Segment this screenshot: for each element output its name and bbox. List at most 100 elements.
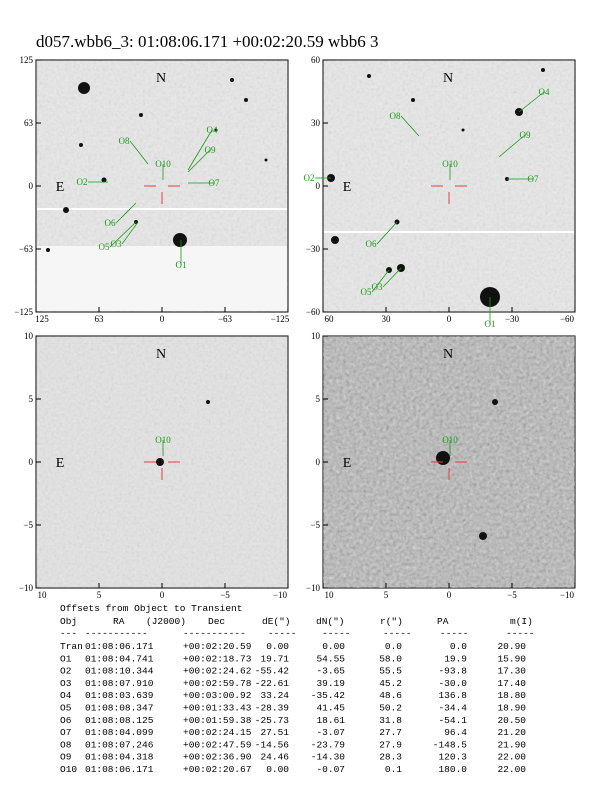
table-cell: 19.71 xyxy=(260,653,289,664)
y-tick-label: −10 xyxy=(306,583,321,593)
y-tick-label: 60 xyxy=(311,55,321,65)
y-tick-label: 30 xyxy=(311,118,321,128)
x-tick-label: 10 xyxy=(325,590,335,600)
table-cell: -30.0 xyxy=(438,678,467,689)
y-tick-label: 0 xyxy=(29,181,34,191)
y-tick-label: −125 xyxy=(14,307,33,317)
table-cell: 01:08:07.246 xyxy=(85,739,154,750)
table-header: (J2000) xyxy=(146,616,186,627)
table-cell: 180.0 xyxy=(438,764,467,775)
table-cell: 01:08:10.344 xyxy=(85,666,154,677)
table-cell: +00:02:59.78 xyxy=(183,678,252,689)
star xyxy=(436,451,450,465)
compass-north: N xyxy=(156,347,166,362)
object-label: O3 xyxy=(111,239,122,249)
table-cell: 18.61 xyxy=(316,715,345,726)
object-label: O8 xyxy=(119,136,130,146)
table-cell: -25.73 xyxy=(255,715,290,726)
object-label: O7 xyxy=(528,174,539,184)
table-cell: -35.42 xyxy=(311,690,346,701)
table-cell: 48.6 xyxy=(379,690,402,701)
star xyxy=(206,400,210,404)
table-cell: 01:08:04.741 xyxy=(85,653,154,664)
x-tick-label: −5 xyxy=(507,590,517,600)
x-tick-label: 0 xyxy=(160,590,165,600)
y-tick-label: 0 xyxy=(316,181,321,191)
table-cell: 21.90 xyxy=(497,739,526,750)
image-blank xyxy=(37,246,287,311)
table-cell: 01:08:08.347 xyxy=(85,703,153,714)
table-cell: 55.5 xyxy=(379,666,402,677)
table-cell: -54.1 xyxy=(438,715,467,726)
table-cell: 20.90 xyxy=(497,641,526,652)
table-cell: 45.2 xyxy=(379,678,402,689)
compass-north: N xyxy=(156,71,166,86)
y-tick-label: 10 xyxy=(311,331,321,341)
object-pointer xyxy=(518,91,545,113)
object-label: O4 xyxy=(539,87,550,97)
object-pointer xyxy=(121,221,139,245)
title: d057.wbb6_3: 01:08:06.171 +00:02:20.59 w… xyxy=(36,32,379,51)
table-cell: -14.56 xyxy=(255,739,290,750)
y-tick-label: −63 xyxy=(19,244,34,254)
table-cell: 120.3 xyxy=(438,752,467,763)
compass-east: E xyxy=(56,456,65,471)
table-cell: 24.46 xyxy=(260,752,289,763)
table-cell: O9 xyxy=(60,752,72,763)
table-cell: 01:08:08.125 xyxy=(85,715,154,726)
table-cell: 58.0 xyxy=(379,653,402,664)
y-tick-label: 63 xyxy=(24,118,34,128)
star xyxy=(331,236,339,244)
table-cell: O2 xyxy=(60,666,72,677)
table-cell: 19.9 xyxy=(444,653,467,664)
table-separator: ----- xyxy=(268,628,297,639)
star xyxy=(63,207,69,213)
y-tick-label: 125 xyxy=(20,55,34,65)
table-cell: 50.2 xyxy=(379,703,402,714)
table-cell: +00:02:47.59 xyxy=(183,739,252,750)
table-cell: 0.0 xyxy=(450,641,467,652)
object-label: O6 xyxy=(105,218,116,228)
object-label: O10 xyxy=(155,435,171,445)
table-cell: 39.19 xyxy=(316,678,345,689)
table-cell: O7 xyxy=(60,727,71,738)
y-tick-label: −10 xyxy=(19,583,34,593)
object-label: O1 xyxy=(485,319,496,329)
table-cell: 18.80 xyxy=(497,690,526,701)
table-separator: ----- xyxy=(506,628,535,639)
image-noise xyxy=(323,60,575,312)
table-cell: 27.51 xyxy=(260,727,289,738)
table-cell: O3 xyxy=(60,678,72,689)
table-cell: 0.1 xyxy=(385,764,402,775)
table-header: m(I) xyxy=(510,616,533,627)
table-cell: 22.00 xyxy=(497,752,526,763)
y-tick-label: 0 xyxy=(29,457,34,467)
star xyxy=(230,78,234,82)
object-label: O1 xyxy=(176,260,187,270)
y-tick-label: −5 xyxy=(310,520,320,530)
table-cell: O1 xyxy=(60,653,72,664)
y-tick-label: 5 xyxy=(29,394,34,404)
table-cell: 15.90 xyxy=(497,653,526,664)
table-cell: -14.30 xyxy=(311,752,346,763)
table-header: RA xyxy=(113,616,125,627)
table-cell: 22.00 xyxy=(497,764,526,775)
object-label: O9 xyxy=(520,130,531,140)
object-pointer xyxy=(376,221,398,245)
table-cell: 21.20 xyxy=(497,727,526,738)
table-cell: O6 xyxy=(60,715,72,726)
table-cell: 54.55 xyxy=(316,653,345,664)
compass-east: E xyxy=(343,456,352,471)
table-cell: -22.61 xyxy=(255,678,290,689)
x-tick-label: −30 xyxy=(505,314,520,324)
table-cell: +00:03:00.92 xyxy=(183,690,252,701)
table-cell: +00:02:24.62 xyxy=(183,666,252,677)
object-label: O2 xyxy=(77,177,88,187)
table-cell: 0.0 xyxy=(385,641,402,652)
table-separator: ----- xyxy=(322,628,351,639)
object-label: O2 xyxy=(304,173,315,183)
table-cell: 0.00 xyxy=(266,641,289,652)
star xyxy=(46,248,50,252)
object-pointer xyxy=(115,202,137,224)
